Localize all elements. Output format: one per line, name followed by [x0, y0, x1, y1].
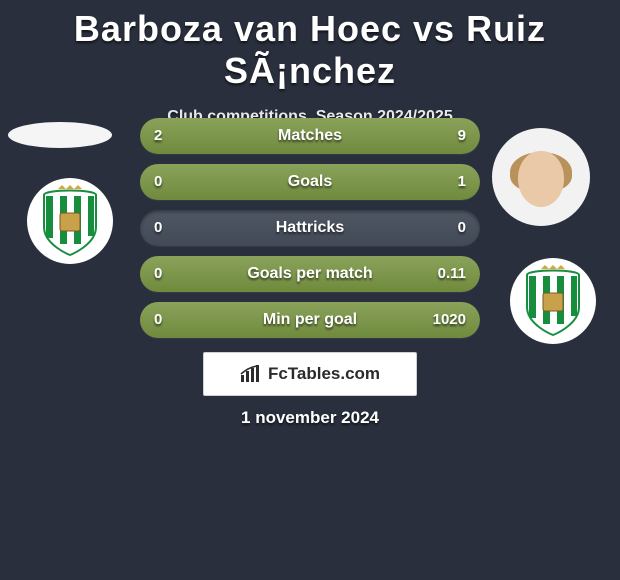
bar-chart-icon	[240, 365, 262, 383]
stat-row: 0 Goals per match 0.11	[140, 256, 480, 292]
stat-value-right: 0	[458, 210, 466, 246]
stat-value-right: 0.11	[438, 256, 466, 292]
stat-row: 0 Goals 1	[140, 164, 480, 200]
stat-row: 0 Hattricks 0	[140, 210, 480, 246]
date-text: 1 november 2024	[0, 408, 620, 428]
player-left-avatar	[8, 122, 112, 148]
stat-label: Hattricks	[140, 210, 480, 246]
stat-label: Min per goal	[140, 302, 480, 338]
stat-value-right: 1020	[433, 302, 466, 338]
stat-row: 0 Min per goal 1020	[140, 302, 480, 338]
stat-value-right: 1	[458, 164, 466, 200]
stats-container: 2 Matches 9 0 Goals 1 0 Hattricks 0 0 Go…	[140, 118, 480, 348]
stat-label: Matches	[140, 118, 480, 154]
club-badge-left	[27, 178, 113, 264]
player-right-avatar	[492, 128, 590, 226]
page-title: Barboza van Hoec vs Ruiz SÃ¡nchez	[0, 0, 620, 92]
stat-label: Goals per match	[140, 256, 480, 292]
avatar-face	[518, 151, 564, 207]
club-badge-right	[510, 258, 596, 344]
stat-value-right: 9	[458, 118, 466, 154]
stat-row: 2 Matches 9	[140, 118, 480, 154]
stat-label: Goals	[140, 164, 480, 200]
shield-icon	[38, 185, 102, 257]
watermark-text: FcTables.com	[268, 364, 380, 384]
watermark-box: FcTables.com	[203, 352, 417, 396]
shield-icon	[521, 265, 585, 337]
